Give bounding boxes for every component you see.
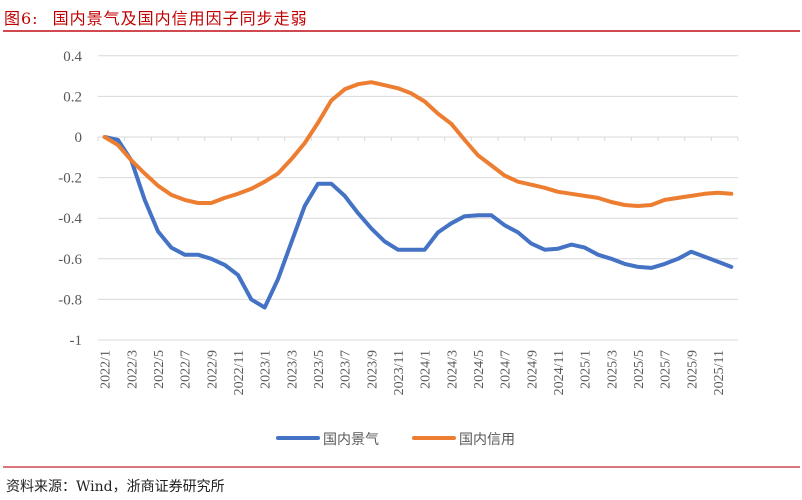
source-note: 资料来源：Wind，浙商证券研究所 [6, 479, 225, 495]
y-tick-label: -1 [70, 333, 83, 349]
x-tick-label: 2025/1 [579, 350, 594, 389]
chart-legend: 国内景气 国内信用 [276, 432, 515, 448]
x-tick-label: 2025/5 [632, 350, 647, 389]
x-tick-label: 2024/3 [445, 350, 460, 389]
x-tick-label: 2024/11 [552, 350, 567, 395]
figure-title-text: 国内景气及国内信用因子同步走弱 [52, 9, 308, 28]
y-tick-label: -0.6 [58, 252, 82, 268]
legend-label-xinyong: 国内信用 [459, 432, 515, 448]
x-tick-label: 2024/9 [525, 350, 540, 389]
x-tick-label: 2024/7 [499, 350, 514, 389]
y-tick-label: -0.4 [58, 211, 82, 227]
title-divider [3, 30, 800, 32]
x-tick-label: 2025/11 [712, 350, 727, 395]
x-tick-label: 2022/9 [205, 350, 220, 389]
x-tick-label: 2022/5 [152, 350, 167, 389]
x-tick-label: 2023/7 [339, 350, 354, 389]
x-tick-label: 2023/1 [259, 350, 274, 389]
y-tick-label: 0.2 [63, 89, 82, 105]
series-line-xinyong [102, 80, 734, 208]
x-axis: 2022/1 2022/3 2022/5 2022/7 2022/9 2022/11 202… [97, 136, 739, 395]
x-tick-label: 2023/11 [392, 350, 407, 395]
source-divider [3, 466, 800, 468]
legend-label-jingqi: 国内景气 [323, 432, 379, 448]
figure-title: 图6: 国内景气及国内信用因子同步走弱 [4, 5, 308, 29]
x-tick-label: 2023/3 [285, 350, 300, 389]
x-tick-label: 2025/7 [659, 350, 674, 389]
figure-number: 图6: [4, 9, 39, 28]
y-tick-label: 0 [75, 130, 83, 146]
y-tick-label: 0.4 [63, 49, 82, 65]
x-tick-label: 2022/11 [232, 350, 247, 395]
y-tick-label: -0.8 [58, 292, 82, 308]
series-lines [102, 80, 734, 310]
y-tick-label: -0.2 [58, 171, 82, 187]
x-tick-label: 2022/1 [99, 350, 114, 389]
x-tick-label: 2024/1 [419, 350, 434, 389]
x-tick-label: 2023/9 [365, 350, 380, 389]
x-tick-label: 2023/5 [312, 350, 327, 389]
x-tick-label: 2024/5 [472, 350, 487, 389]
x-tick-label: 2022/3 [125, 350, 140, 389]
x-tick-label: 2022/7 [179, 350, 194, 389]
x-tick-label: 2025/9 [685, 350, 700, 389]
x-tick-label: 2025/3 [605, 350, 620, 389]
series-line-jingqi [102, 135, 734, 310]
y-axis-ticks: 0.4 0.2 0 -0.2 -0.4 -0.6 -0.8 -1 [58, 49, 82, 349]
